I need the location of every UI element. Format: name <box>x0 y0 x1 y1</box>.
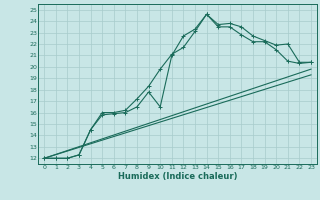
X-axis label: Humidex (Indice chaleur): Humidex (Indice chaleur) <box>118 172 237 181</box>
